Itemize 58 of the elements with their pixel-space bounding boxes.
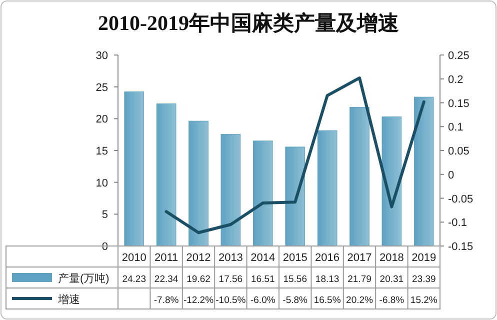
- x-tick-label: 2012: [186, 252, 211, 264]
- y2-tick-label: 0.15: [448, 98, 470, 110]
- data-label: 19.62: [186, 274, 210, 285]
- data-label: 21.79: [348, 274, 372, 285]
- data-label: -12.2%: [183, 295, 214, 306]
- y-tick-label: 20: [96, 114, 108, 126]
- bar: [156, 104, 176, 246]
- data-label: -7.8%: [154, 295, 180, 306]
- data-label: -6.0%: [250, 295, 276, 306]
- y2-tick-label: 0.25: [448, 50, 470, 62]
- y2-tick-label: -0.15: [448, 241, 474, 253]
- line-series: [164, 76, 426, 234]
- data-label: -6.8%: [379, 295, 405, 306]
- y-tick-label: 25: [96, 82, 108, 94]
- x-tick-label: 2019: [412, 252, 436, 264]
- x-tick-label: 2018: [379, 252, 404, 264]
- y-tick-label: 10: [96, 177, 108, 190]
- bar: [414, 96, 434, 246]
- bar: [220, 134, 241, 246]
- y2-tick-label: -0.05: [448, 193, 474, 206]
- x-tick-label: 2014: [250, 252, 276, 264]
- data-label: 22.34: [154, 274, 178, 285]
- y2-tick-label: 0.2: [448, 74, 464, 86]
- legend-label: 产量(万吨): [58, 272, 110, 285]
- data-label: 16.5%: [314, 295, 342, 306]
- bar: [124, 91, 144, 246]
- data-label: -10.5%: [216, 295, 246, 306]
- legend-label: 增速: [57, 293, 80, 306]
- data-label: 23.39: [412, 274, 436, 285]
- y2-tick-label: 0: [448, 169, 454, 182]
- data-label: 15.56: [283, 274, 307, 285]
- bar: [317, 130, 338, 246]
- y-tick-label: 15: [96, 146, 108, 158]
- y2-tick-label: 0.05: [448, 146, 470, 158]
- data-label: 20.2%: [346, 295, 374, 306]
- data-label: 15.2%: [410, 295, 438, 306]
- x-tick-label: 2015: [282, 252, 308, 264]
- data-label: -5.8%: [282, 295, 308, 306]
- data-label: 16.51: [251, 274, 275, 285]
- bar: [285, 146, 306, 246]
- y2-tick-label: -0.1: [448, 217, 467, 230]
- bar: [188, 120, 208, 246]
- bar: [382, 116, 402, 246]
- x-tick-label: 2011: [154, 252, 178, 264]
- x-tick-label: 2010: [122, 252, 146, 264]
- data-label: 20.31: [380, 274, 404, 285]
- y-tick-label: 30: [96, 50, 108, 62]
- bar: [350, 107, 370, 246]
- x-tick-label: 2016: [315, 252, 340, 264]
- data-label: 18.13: [315, 274, 340, 285]
- data-label: 17.56: [218, 274, 243, 285]
- data-label: 24.23: [122, 274, 146, 285]
- x-tick-label: 2017: [347, 252, 372, 264]
- y-tick-label: 5: [102, 209, 108, 222]
- bar: [252, 140, 273, 246]
- y2-tick-label: 0.1: [448, 122, 464, 134]
- chart-title: 2010-2019年中国麻类产量及增速: [98, 11, 399, 35]
- x-tick-label: 2013: [218, 252, 243, 264]
